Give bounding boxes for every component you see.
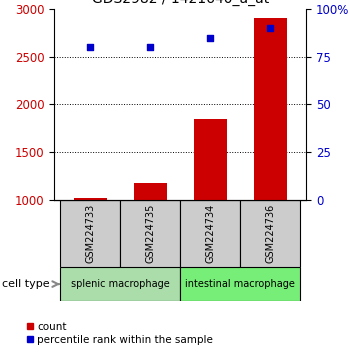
Point [147,44,153,50]
Bar [134,183,167,200]
Text: cell type: cell type [2,279,49,289]
Bar [240,200,300,267]
Title: GDS2982 / 1421640_a_at: GDS2982 / 1421640_a_at [92,0,269,6]
Text: GSM224733: GSM224733 [85,204,95,263]
Bar [180,200,240,267]
Bar [180,267,300,301]
Legend: count, percentile rank within the sample: count, percentile rank within the sample [23,318,217,349]
Bar [74,198,107,200]
Text: GSM224735: GSM224735 [145,204,155,263]
Text: GSM224736: GSM224736 [265,204,275,263]
Text: GSM224734: GSM224734 [205,204,215,263]
Bar [120,200,180,267]
Text: splenic macrophage: splenic macrophage [71,279,170,289]
Bar [60,200,120,267]
Bar [254,18,287,200]
Point [267,25,273,31]
Point [88,44,93,50]
Bar [194,119,227,200]
Point [208,35,213,40]
Bar [60,267,180,301]
Text: intestinal macrophage: intestinal macrophage [185,279,295,289]
